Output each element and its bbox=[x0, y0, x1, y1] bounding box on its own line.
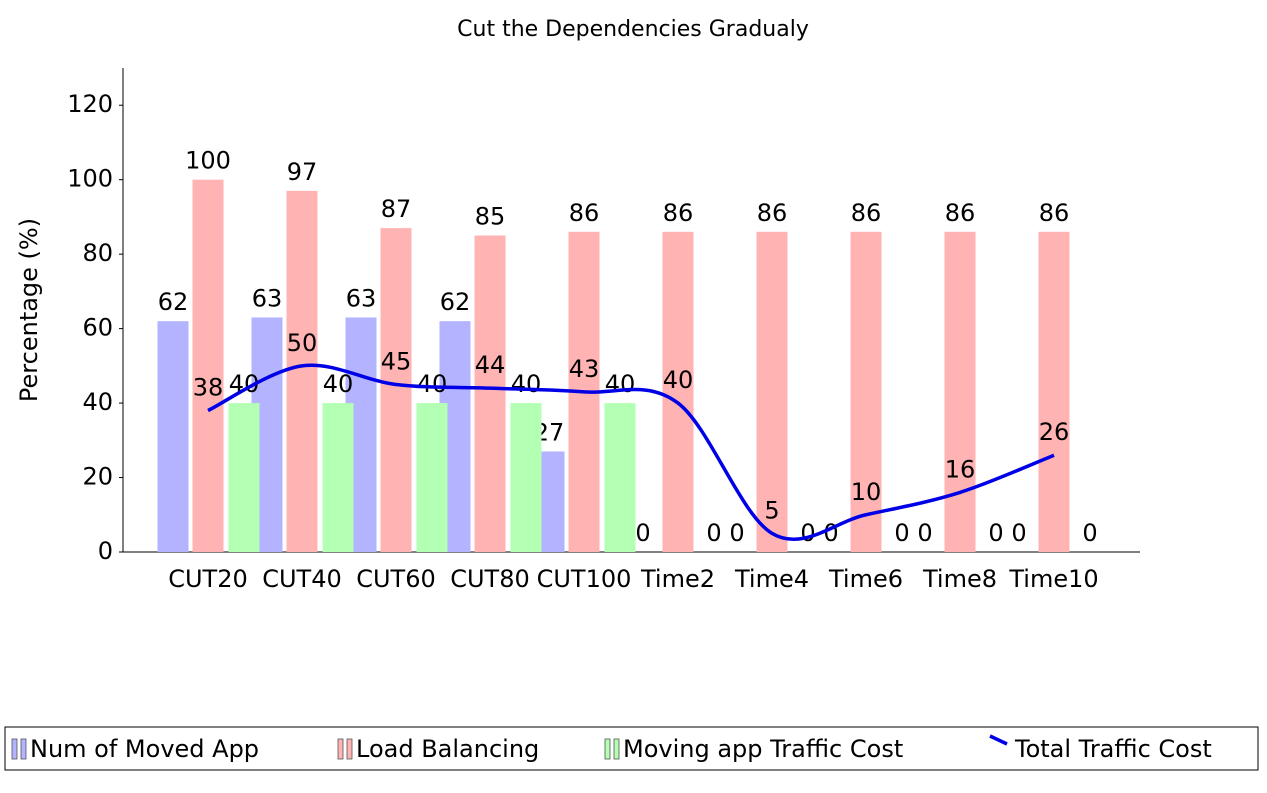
legend-box bbox=[4, 726, 1259, 771]
data-label: 86 bbox=[663, 199, 694, 227]
data-label: 63 bbox=[252, 284, 283, 312]
data-label: 85 bbox=[475, 203, 506, 231]
data-label: 5 bbox=[764, 496, 779, 524]
data-label: 62 bbox=[158, 288, 189, 316]
data-label: 62 bbox=[440, 288, 471, 316]
bar bbox=[944, 231, 976, 553]
legend-swatch bbox=[613, 738, 620, 760]
x-tick-label: CUT100 bbox=[537, 565, 632, 593]
data-label: 0 bbox=[1082, 519, 1097, 547]
legend-swatch bbox=[346, 738, 353, 760]
bar bbox=[510, 403, 542, 552]
y-axis-label: Percentage (%) bbox=[15, 218, 43, 402]
data-label: 43 bbox=[569, 355, 600, 383]
data-label: 0 bbox=[823, 519, 838, 547]
data-label: 0 bbox=[988, 519, 1003, 547]
data-label: 63 bbox=[346, 284, 377, 312]
bar bbox=[228, 403, 260, 552]
data-label: 0 bbox=[706, 519, 721, 547]
bar bbox=[474, 235, 506, 553]
data-label: 10 bbox=[851, 478, 882, 506]
bar bbox=[1038, 231, 1070, 553]
y-tick-label: 120 bbox=[67, 90, 113, 118]
y-tick-label: 80 bbox=[82, 239, 113, 267]
data-label: 0 bbox=[729, 519, 744, 547]
legend-label: Moving app Traffic Cost bbox=[623, 735, 903, 763]
bar bbox=[662, 231, 694, 553]
data-label: 16 bbox=[945, 455, 976, 483]
bar bbox=[604, 403, 636, 552]
data-label: 40 bbox=[323, 370, 354, 398]
data-label: 38 bbox=[193, 374, 224, 402]
y-tick-label: 20 bbox=[82, 463, 113, 491]
x-tick-label: CUT20 bbox=[168, 565, 248, 593]
y-tick-label: 60 bbox=[82, 314, 113, 342]
legend-swatch bbox=[11, 738, 18, 760]
data-label: 100 bbox=[185, 147, 231, 175]
x-tick-label: CUT80 bbox=[450, 565, 530, 593]
bar bbox=[286, 190, 318, 552]
bar bbox=[416, 403, 448, 552]
legend-swatch bbox=[20, 738, 27, 760]
line bbox=[207, 363, 1055, 541]
y-tick-label: 0 bbox=[98, 537, 113, 565]
y-tick-label: 100 bbox=[67, 165, 113, 193]
data-label: 0 bbox=[1011, 519, 1026, 547]
data-label: 0 bbox=[635, 519, 650, 547]
bar bbox=[192, 179, 224, 552]
legend-swatch bbox=[989, 734, 1008, 746]
data-label: 86 bbox=[945, 199, 976, 227]
data-label: 50 bbox=[287, 329, 318, 357]
x-tick-label: Time6 bbox=[828, 565, 903, 593]
chart-title: Cut the Dependencies Gradualy bbox=[457, 17, 809, 42]
legend-label: Load Balancing bbox=[356, 735, 539, 763]
data-label: 86 bbox=[851, 199, 882, 227]
x-tick-label: CUT40 bbox=[262, 565, 342, 593]
data-label: 87 bbox=[381, 195, 412, 223]
legend-swatch bbox=[604, 738, 611, 760]
data-label: 86 bbox=[757, 199, 788, 227]
x-tick-label: Time8 bbox=[922, 565, 997, 593]
data-label: 40 bbox=[417, 370, 448, 398]
bar bbox=[380, 228, 412, 553]
bar bbox=[157, 321, 189, 552]
x-tick-label: Time2 bbox=[640, 565, 715, 593]
x-tick-label: Time4 bbox=[734, 565, 809, 593]
data-label: 97 bbox=[287, 158, 318, 186]
legend-label: Total Traffic Cost bbox=[1014, 735, 1212, 763]
data-label: 44 bbox=[475, 351, 506, 379]
data-label: 40 bbox=[511, 370, 542, 398]
legend-swatch bbox=[337, 738, 344, 760]
data-label: 40 bbox=[605, 370, 636, 398]
data-label: 86 bbox=[569, 199, 600, 227]
bar bbox=[322, 403, 354, 552]
data-label: 40 bbox=[663, 366, 694, 394]
data-label: 0 bbox=[917, 519, 932, 547]
data-label: 0 bbox=[800, 519, 815, 547]
bar bbox=[850, 231, 882, 553]
bar bbox=[756, 231, 788, 553]
data-label: 86 bbox=[1039, 199, 1070, 227]
legend-label: Num of Moved App bbox=[30, 735, 259, 763]
x-tick-label: CUT60 bbox=[356, 565, 436, 593]
data-label: 0 bbox=[894, 519, 909, 547]
y-tick-label: 40 bbox=[82, 388, 113, 416]
x-tick-label: Time10 bbox=[1008, 565, 1098, 593]
data-label: 26 bbox=[1039, 418, 1070, 446]
data-label: 45 bbox=[381, 347, 412, 375]
